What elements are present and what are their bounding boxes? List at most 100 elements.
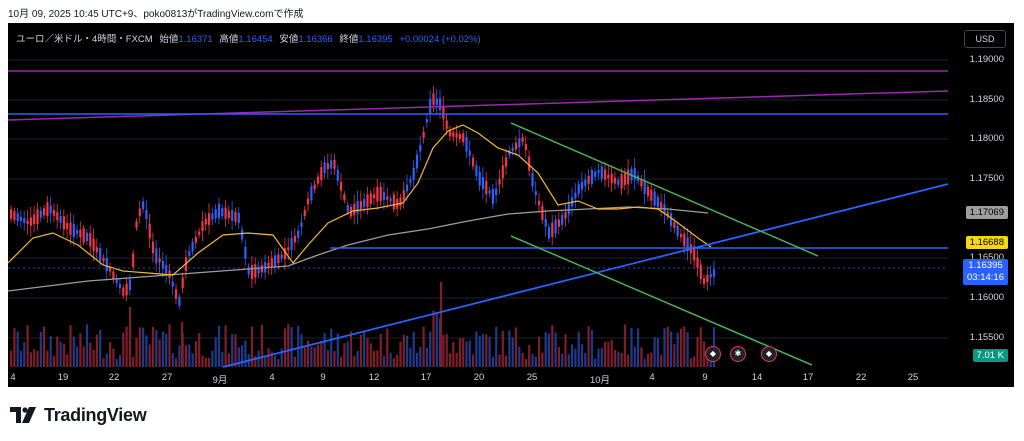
volume-bar	[264, 357, 267, 367]
blue-trendline	[222, 183, 949, 368]
ma-slow-line	[8, 206, 709, 292]
volume-bar	[145, 335, 148, 367]
volume-bar	[432, 310, 435, 367]
volume-bar	[402, 334, 405, 367]
tradingview-logo[interactable]: TradingView	[10, 403, 147, 427]
chart-panel[interactable]: ユーロ／米ドル・4時間・FXCM 始値1.16371 高値1.16454 安値1…	[8, 23, 1014, 387]
volume-bar	[310, 346, 313, 367]
volume-bar	[597, 348, 600, 367]
y-tick: 1.16500	[969, 252, 1004, 263]
candle	[254, 264, 257, 278]
candle	[432, 93, 435, 105]
volume-bar	[129, 307, 132, 367]
candle	[435, 98, 438, 105]
candle	[448, 130, 452, 137]
volume-bar	[89, 342, 92, 367]
candle	[217, 203, 221, 219]
candle	[551, 222, 554, 237]
candle	[683, 233, 686, 247]
volume-bar	[105, 353, 108, 367]
volume-bar	[498, 354, 501, 367]
volume-bar	[617, 351, 620, 367]
symbol-legend[interactable]: ユーロ／米ドル・4時間・FXCM 始値1.16371 高値1.16454 安値1…	[16, 31, 481, 45]
volume-bar	[346, 341, 349, 367]
candle	[584, 179, 587, 186]
candle	[135, 221, 138, 228]
candle	[346, 204, 349, 212]
volume-bar	[270, 351, 273, 367]
volume-bar	[452, 341, 455, 367]
event-icon[interactable]: ◆	[705, 346, 721, 362]
volume-bar	[10, 350, 13, 367]
grid	[8, 59, 948, 339]
green-channel-lower	[510, 235, 813, 366]
candle	[257, 266, 260, 274]
volume-bar	[369, 343, 372, 367]
volume-bar	[462, 337, 465, 367]
candle	[198, 231, 201, 235]
volume-bar	[72, 336, 75, 367]
volume-bar	[440, 282, 443, 367]
volume-bar	[442, 334, 445, 367]
candle	[369, 193, 372, 204]
candle	[39, 210, 42, 218]
volume-bar	[472, 354, 475, 367]
volume-bar	[363, 331, 366, 367]
candle	[208, 213, 211, 225]
volume-bar	[280, 348, 283, 367]
candle	[643, 180, 646, 195]
price-chart[interactable]	[8, 23, 1014, 387]
volume-bar	[287, 324, 290, 367]
volume-bar	[495, 326, 498, 367]
us-flag-icon[interactable]: ✱	[730, 346, 746, 362]
candle	[706, 274, 709, 282]
volume-bar	[376, 350, 379, 367]
high-value: 1.16454	[238, 34, 273, 45]
candle	[399, 197, 402, 207]
candle	[452, 131, 455, 137]
volume-bar	[132, 356, 135, 367]
high-label: 高値	[219, 34, 239, 45]
y-tick: 1.17500	[969, 173, 1004, 184]
candle	[221, 208, 224, 217]
candle	[316, 176, 320, 184]
candle	[528, 156, 531, 171]
candle	[679, 233, 683, 238]
volume-bar	[673, 344, 676, 367]
candle	[567, 202, 570, 215]
volume-bar	[630, 328, 633, 367]
volume-bars	[10, 282, 716, 367]
volume-bar	[379, 333, 382, 367]
candle	[237, 212, 240, 224]
candle	[508, 150, 511, 156]
green-channel-upper	[510, 122, 819, 257]
event-icon[interactable]: ◆	[761, 346, 777, 362]
candle	[495, 188, 498, 195]
candle	[686, 237, 689, 252]
volume-bar	[557, 347, 560, 367]
candle	[313, 184, 316, 190]
volume-bar	[481, 333, 485, 367]
volume-bar	[16, 331, 19, 367]
volume-bar	[406, 335, 409, 367]
candle	[280, 254, 283, 259]
candle	[250, 264, 254, 280]
candle	[171, 281, 174, 287]
candle	[402, 190, 405, 200]
volume-bar	[250, 326, 254, 367]
volume-bar	[366, 338, 369, 367]
volume-bar	[531, 353, 534, 367]
open-value: 1.16371	[178, 34, 213, 45]
volume-bar	[356, 350, 359, 367]
close-value: 1.16395	[358, 34, 393, 45]
candle	[56, 212, 59, 221]
volume-bar	[283, 328, 287, 367]
currency-button[interactable]: USD	[964, 30, 1006, 48]
candle	[604, 169, 607, 180]
candle	[363, 198, 366, 207]
volume-bar	[198, 333, 201, 367]
candle	[511, 147, 514, 151]
x-tick: 14	[751, 372, 763, 383]
volume-bar	[458, 338, 461, 367]
volume-bar	[409, 347, 412, 367]
